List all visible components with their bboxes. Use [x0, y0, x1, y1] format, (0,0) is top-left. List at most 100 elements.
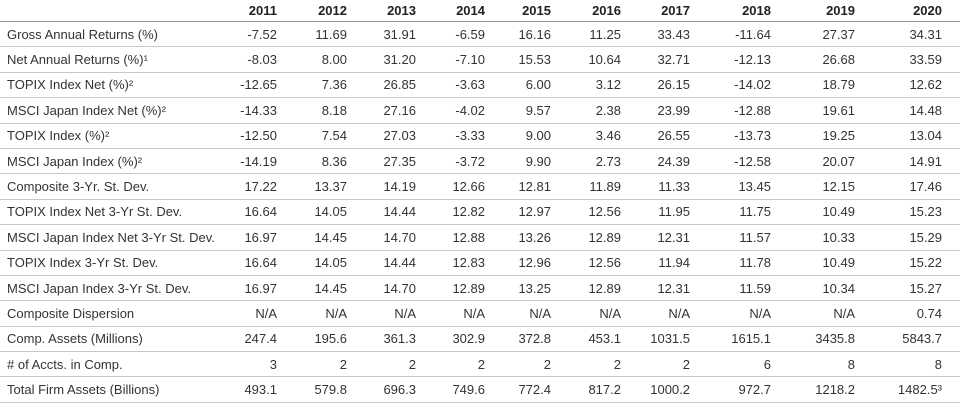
cell: 3: [222, 351, 277, 378]
row-label: MSCI Japan Index Net (%)²: [0, 97, 222, 124]
cell: 15.29: [855, 224, 960, 251]
table-row: Composite 3-Yr. St. Dev. 17.22 13.37 14.19 1…: [0, 173, 960, 200]
table-row: MSCI Japan Index Net (%)² -14.33 8.18 27.16…: [0, 97, 960, 124]
cell: 2: [347, 351, 416, 378]
cell: 453.1: [551, 326, 621, 353]
cell: 27.35: [347, 148, 416, 175]
table-row: TOPIX Index (%)² -12.50 7.54 27.03 -3.33 9.00…: [0, 123, 960, 149]
table-row: MSCI Japan Index Net 3-Yr St. Dev. 16.97 1…: [0, 224, 960, 251]
column-header: 2014: [416, 0, 485, 22]
cell: 12.31: [621, 275, 690, 302]
cell: 14.19: [347, 173, 416, 200]
cell: 11.94: [621, 250, 690, 276]
cell: 2.73: [551, 148, 621, 175]
cell: 12.89: [551, 224, 621, 251]
header-row: 2011 2012 2013 2014 2015 2016 2017 2018 2019 2020: [0, 0, 960, 22]
cell: 11.57: [690, 224, 771, 251]
cell: 7.54: [277, 123, 347, 149]
cell: 3435.8: [771, 326, 855, 353]
cell: 14.91: [855, 148, 960, 175]
cell: 302.9: [416, 326, 485, 353]
cell: 372.8: [485, 326, 551, 353]
table-row: TOPIX Index Net (%)² -12.65 7.36 26.85 -3.63…: [0, 72, 960, 99]
cell: 749.6: [416, 376, 485, 403]
cell: 9.57: [485, 97, 551, 124]
cell: 19.25: [771, 123, 855, 149]
cell: 772.4: [485, 376, 551, 403]
cell: 2: [416, 351, 485, 378]
cell: 361.3: [347, 326, 416, 353]
cell: -8.03: [222, 46, 277, 73]
cell: 2: [277, 351, 347, 378]
cell: 12.81: [485, 173, 551, 200]
cell: -14.02: [690, 72, 771, 99]
cell: 11.25: [551, 21, 621, 48]
row-label: TOPIX Index (%)²: [0, 123, 222, 149]
cell: 579.8: [277, 376, 347, 403]
cell: 1031.5: [621, 326, 690, 353]
column-header: 2016: [551, 0, 621, 22]
column-header: 2019: [771, 0, 855, 22]
table-row: # of Accts. in Comp. 3 2 2 2 2 2 2 6 8 8: [0, 351, 960, 378]
cell: 972.7: [690, 376, 771, 403]
row-label: MSCI Japan Index (%)²: [0, 148, 222, 175]
table-body: Gross Annual Returns (%) -7.52 11.69 31.91-…: [0, 21, 960, 403]
cell: 15.27: [855, 275, 960, 302]
cell: 17.46: [855, 173, 960, 200]
cell: 11.69: [277, 21, 347, 48]
cell: 10.49: [771, 250, 855, 276]
column-header: 2020: [855, 0, 960, 22]
cell: 2: [551, 351, 621, 378]
cell: 11.78: [690, 250, 771, 276]
cell: -12.50: [222, 123, 277, 149]
cell: 10.34: [771, 275, 855, 302]
cell: 14.45: [277, 275, 347, 302]
row-label: MSCI Japan Index 3-Yr St. Dev.: [0, 275, 222, 302]
row-label: TOPIX Index Net (%)²: [0, 72, 222, 99]
cell: -7.10: [416, 46, 485, 73]
cell: 1615.1: [690, 326, 771, 353]
cell: 8: [855, 351, 960, 378]
row-label: TOPIX Index 3-Yr St. Dev.: [0, 250, 222, 276]
cell: -14.19: [222, 148, 277, 175]
cell: 27.03: [347, 123, 416, 149]
cell: 2.38: [551, 97, 621, 124]
cell: 19.61: [771, 97, 855, 124]
cell: 12.96: [485, 250, 551, 276]
row-label: Gross Annual Returns (%): [0, 21, 222, 48]
cell: 12.97: [485, 199, 551, 226]
cell: 14.05: [277, 199, 347, 226]
cell: 3.46: [551, 123, 621, 149]
cell: 26.85: [347, 72, 416, 99]
cell: -3.72: [416, 148, 485, 175]
cell: N/A: [347, 300, 416, 327]
cell: -3.63: [416, 72, 485, 99]
cell: -4.02: [416, 97, 485, 124]
cell: 195.6: [277, 326, 347, 353]
cell: 26.55: [621, 123, 690, 149]
row-label: Composite Dispersion: [0, 300, 222, 327]
cell: 32.71: [621, 46, 690, 73]
cell: N/A: [277, 300, 347, 327]
cell: 1000.2: [621, 376, 690, 403]
cell: 18.79: [771, 72, 855, 99]
cell: 15.22: [855, 250, 960, 276]
cell: 12.89: [551, 275, 621, 302]
cell: 817.2: [551, 376, 621, 403]
row-label: Composite 3-Yr. St. Dev.: [0, 173, 222, 200]
cell: 13.45: [690, 173, 771, 200]
cell: 12.62: [855, 72, 960, 99]
row-label: Comp. Assets (Millions): [0, 326, 222, 353]
table-row: MSCI Japan Index (%)² -14.19 8.36 27.35 -3.7…: [0, 148, 960, 175]
cell: N/A: [551, 300, 621, 327]
cell: -12.88: [690, 97, 771, 124]
cell: 1482.5³: [855, 376, 960, 403]
column-header: 2018: [690, 0, 771, 22]
cell: 12.15: [771, 173, 855, 200]
cell: 10.33: [771, 224, 855, 251]
cell: 23.99: [621, 97, 690, 124]
cell: 8.36: [277, 148, 347, 175]
cell: 9.90: [485, 148, 551, 175]
